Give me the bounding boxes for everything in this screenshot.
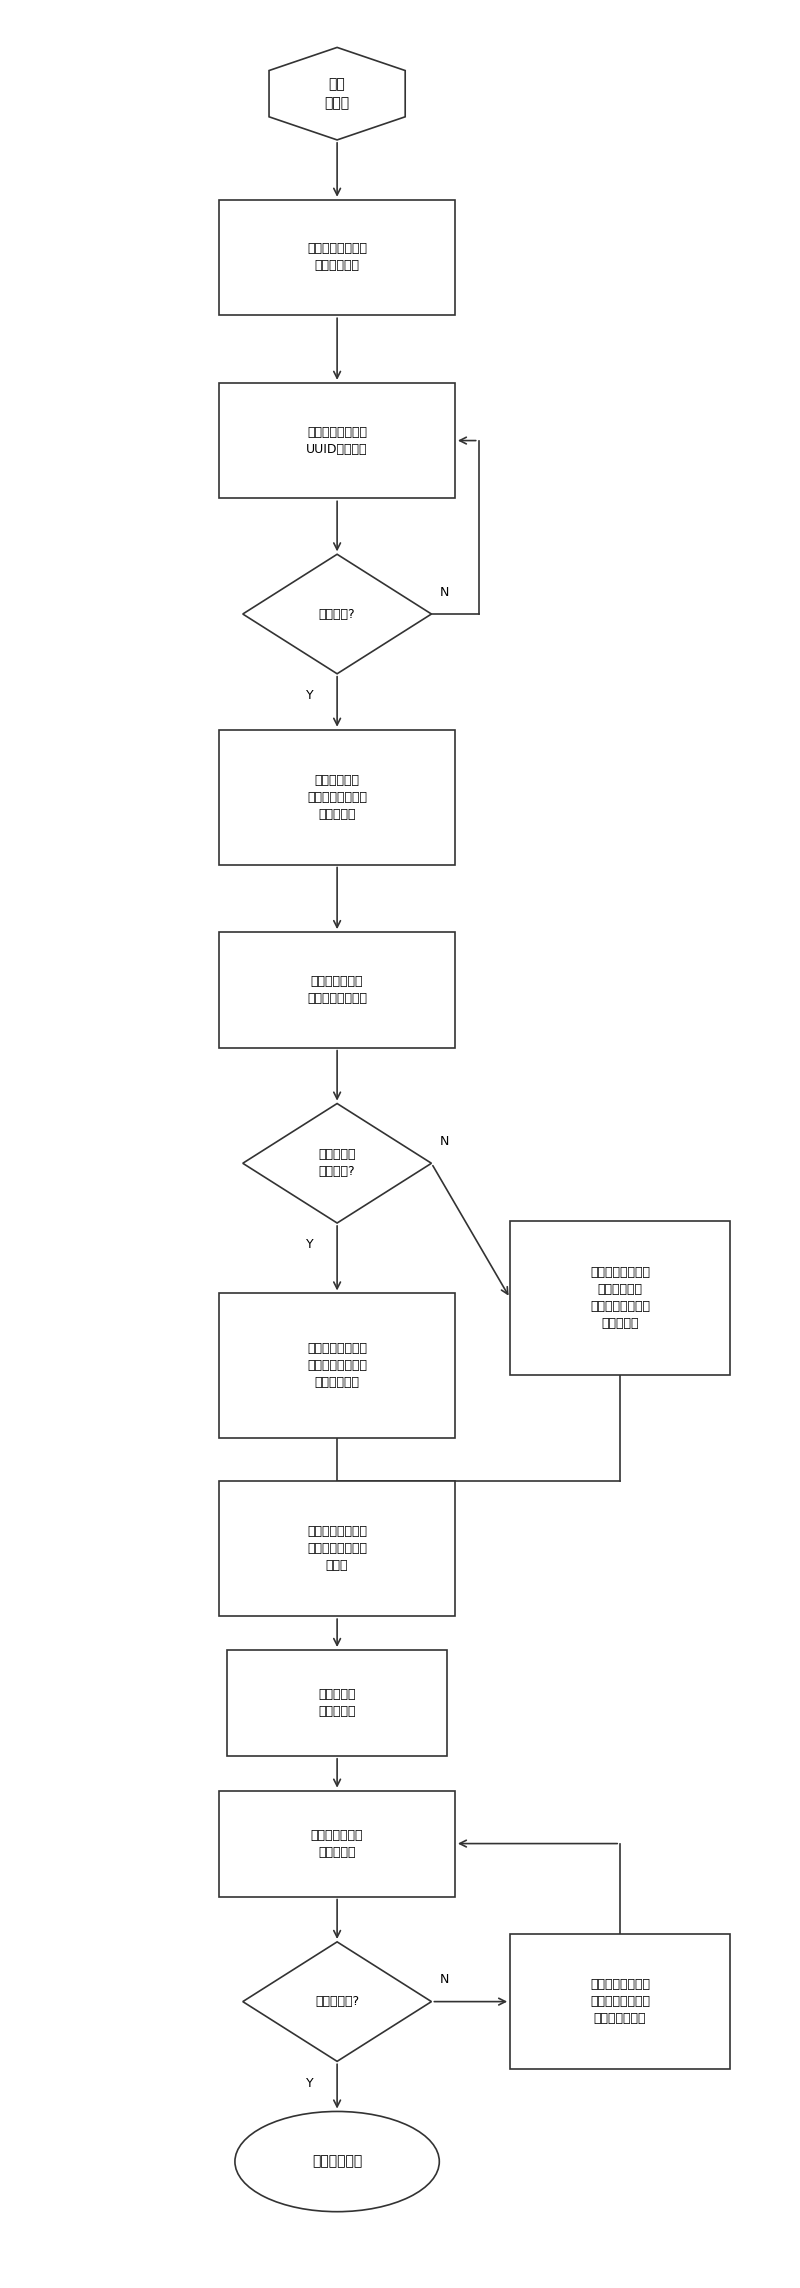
Bar <box>219 382 455 499</box>
Bar <box>219 1293 455 1437</box>
Bar <box>219 1480 455 1615</box>
Bar <box>219 931 455 1048</box>
Text: 蓝牙接收数据，接
收到对方已准备好
的信号: 蓝牙接收数据，接 收到对方已准备好 的信号 <box>307 1526 367 1572</box>
Bar <box>227 1650 447 1755</box>
Text: 将媒体文件名
及对应哈希码传送
给对方设备: 将媒体文件名 及对应哈希码传送 给对方设备 <box>307 773 367 821</box>
Bar <box>219 1792 455 1897</box>
Text: 播放到尾端?: 播放到尾端? <box>315 1995 359 2009</box>
Bar <box>219 199 455 316</box>
Bar <box>510 1222 730 1375</box>
Polygon shape <box>242 1943 431 2061</box>
Text: N: N <box>439 1135 449 1149</box>
Ellipse shape <box>235 2112 439 2212</box>
Bar <box>510 1933 730 2068</box>
Text: Y: Y <box>306 689 314 702</box>
Text: 启动
客户端: 启动 客户端 <box>325 78 350 110</box>
Text: 每隔指定时间，向
对方设备传递自定
义同步播放信号: 每隔指定时间，向 对方设备传递自定 义同步播放信号 <box>590 1979 650 2025</box>
Polygon shape <box>242 554 431 673</box>
Text: N: N <box>439 1972 449 1986</box>
Text: 对方设备有
媒体文件?: 对方设备有 媒体文件? <box>318 1149 356 1178</box>
Text: 选择设备，尝试用
UUID进行连接: 选择设备，尝试用 UUID进行连接 <box>306 426 368 455</box>
Text: 蓝牙接收数据，
收到对方扫描结果: 蓝牙接收数据， 收到对方扫描结果 <box>307 975 367 1004</box>
Text: Y: Y <box>306 2078 314 2089</box>
Polygon shape <box>269 48 405 140</box>
Text: 播放多媒体文件
的指定声道: 播放多媒体文件 的指定声道 <box>311 1828 363 1858</box>
Text: 将媒体文件、时间
戳、播放指令
以自定义格式传输
给对方设备: 将媒体文件、时间 戳、播放指令 以自定义格式传输 给对方设备 <box>590 1265 650 1329</box>
Text: 启动蓝牙，并扫描
其它蓝牙设备: 启动蓝牙，并扫描 其它蓝牙设备 <box>307 243 367 272</box>
Text: Y: Y <box>306 1238 314 1252</box>
Text: 将时间戳、播放指
令以自定义格式传
输给对方设备: 将时间戳、播放指 令以自定义格式传 输给对方设备 <box>307 1343 367 1389</box>
Bar <box>219 730 455 865</box>
Text: 连接成功?: 连接成功? <box>318 609 355 620</box>
Polygon shape <box>242 1103 431 1224</box>
Text: 等待时间戳
指定的时间: 等待时间戳 指定的时间 <box>318 1689 356 1718</box>
Text: N: N <box>439 586 449 599</box>
Text: 回复初始状态: 回复初始状态 <box>312 2155 362 2169</box>
